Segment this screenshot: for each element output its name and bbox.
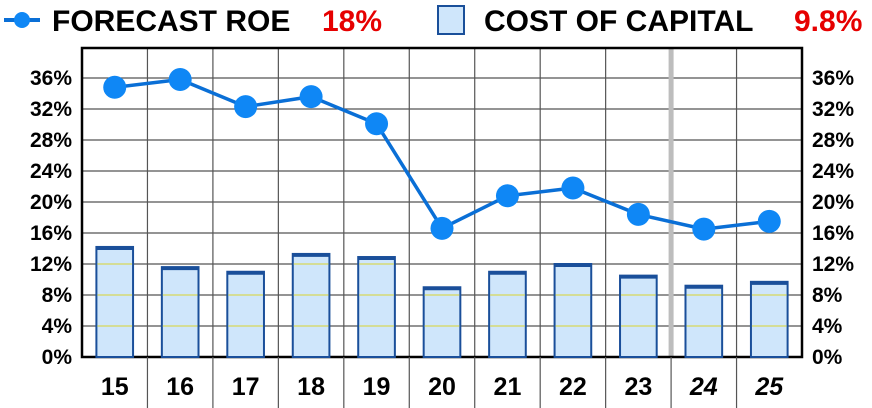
legend-roe-value: 18% (322, 5, 382, 38)
x-tick-label: 24 (689, 373, 718, 401)
y-tick-label-left: 8% (42, 284, 73, 307)
legend-coc-box-icon (437, 5, 465, 35)
y-tick-label-left: 20% (30, 191, 72, 214)
legend-roe-marker-icon (14, 12, 30, 28)
roe-point (692, 217, 716, 241)
coc-bar (291, 252, 331, 358)
x-tick-label: 15 (101, 373, 129, 401)
coc-bar (357, 256, 396, 358)
roe-point (561, 176, 585, 200)
roe-point (365, 112, 389, 136)
y-tick-label-left: 16% (30, 222, 72, 245)
roe-point (430, 216, 454, 240)
y-tick-label-left: 0% (42, 346, 73, 369)
plot-area: 0% 0% 4% 4% 8% 8% 12% 12% 16% 16% 20% 20% 24% 24% 28% 2… (30, 46, 854, 408)
x-tick-label: 21 (494, 373, 522, 401)
x-tick-label: 20 (428, 373, 456, 401)
x-tick-label: 22 (559, 373, 587, 401)
legend-roe-label: FORECAST ROE (52, 5, 290, 38)
legend-coc-label: COST OF CAPITAL (484, 5, 753, 38)
x-tick-label: 23 (624, 373, 652, 401)
roe-point (168, 68, 192, 92)
coc-bar (749, 280, 789, 359)
y-tick-label-right: 12% (812, 253, 854, 276)
y-tick-label-left: 32% (30, 98, 72, 121)
y-tick-label-left: 36% (30, 67, 72, 90)
y-tick-label-left: 28% (30, 129, 72, 152)
y-tick-label-left: 12% (30, 253, 72, 276)
y-tick-label-right: 36% (812, 67, 854, 90)
coc-bar (684, 284, 724, 359)
x-tick-label: 25 (754, 373, 784, 401)
legend-coc-value: 9.8% (794, 5, 862, 38)
x-tick-label: 18 (297, 373, 325, 401)
roe-point (757, 209, 781, 233)
y-tick-label-right: 16% (812, 222, 854, 245)
y-tick-label-right: 0% (812, 346, 843, 369)
roe-point (495, 184, 519, 208)
coc-bar (226, 270, 265, 358)
roe-point (626, 202, 650, 226)
x-tick-label: 16 (166, 373, 194, 401)
y-tick-label-right: 28% (812, 129, 854, 152)
y-tick-label-right: 8% (812, 284, 843, 307)
y-tick-label-right: 20% (812, 191, 854, 214)
y-tick-label-right: 4% (812, 315, 843, 338)
y-tick-label-left: 4% (42, 315, 73, 338)
coc-bar (488, 270, 527, 358)
coc-bar (553, 263, 593, 358)
y-tick-label-left: 24% (30, 160, 72, 183)
roe-point (234, 95, 258, 119)
coc-bar (619, 274, 658, 358)
x-tick-label: 17 (232, 373, 260, 401)
coc-bar (160, 266, 200, 359)
x-tick-label: 19 (363, 373, 391, 401)
legend: FORECAST ROE 18% COST OF CAPITAL 9.8% (4, 5, 862, 38)
coc-bar (422, 286, 462, 358)
roe-point (103, 75, 127, 99)
y-tick-label-right: 24% (812, 160, 854, 183)
y-tick-label-right: 32% (812, 98, 854, 121)
coc-bar (95, 245, 135, 358)
roe-point (299, 85, 323, 109)
